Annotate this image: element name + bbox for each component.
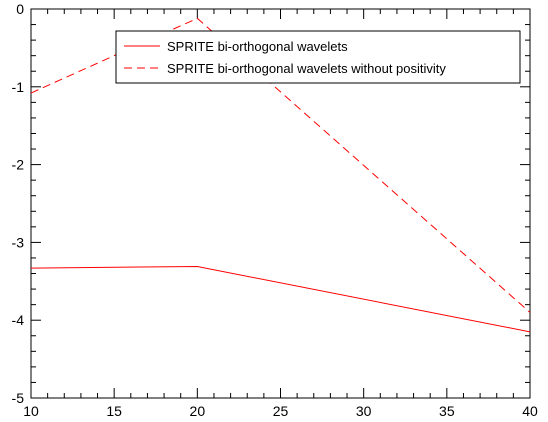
legend-label: SPRITE bi-orthogonal wavelets without po…	[167, 61, 446, 76]
y-tick-label: -1	[12, 79, 25, 95]
legend: SPRITE bi-orthogonal wavelets SPRITE bi-o…	[115, 30, 521, 84]
legend-label: SPRITE bi-orthogonal wavelets	[167, 39, 348, 54]
x-tick-label: 25	[273, 403, 289, 419]
y-tick-label: 0	[16, 1, 24, 17]
series-line-bi-orthogonal	[30, 266, 531, 333]
x-tick-label: 30	[356, 403, 372, 419]
x-tick-label: 20	[190, 403, 206, 419]
x-tick-label: 15	[106, 403, 122, 419]
axis-ticks	[30, 8, 531, 399]
legend-box	[115, 30, 521, 84]
axis-tick-labels: 10 15 20 25 30 35 40 0 -1 -2 -3 -4 -5	[12, 1, 538, 419]
x-tick-label: 35	[439, 403, 455, 419]
y-tick-label: -5	[12, 390, 25, 406]
y-tick-label: -4	[12, 312, 25, 328]
y-tick-label: -3	[12, 234, 25, 250]
x-tick-label: 10	[23, 403, 39, 419]
series-line-without-positivity	[30, 17, 531, 313]
y-tick-label: -2	[12, 157, 25, 173]
series-lines	[30, 17, 531, 333]
x-tick-label: 40	[522, 403, 538, 419]
